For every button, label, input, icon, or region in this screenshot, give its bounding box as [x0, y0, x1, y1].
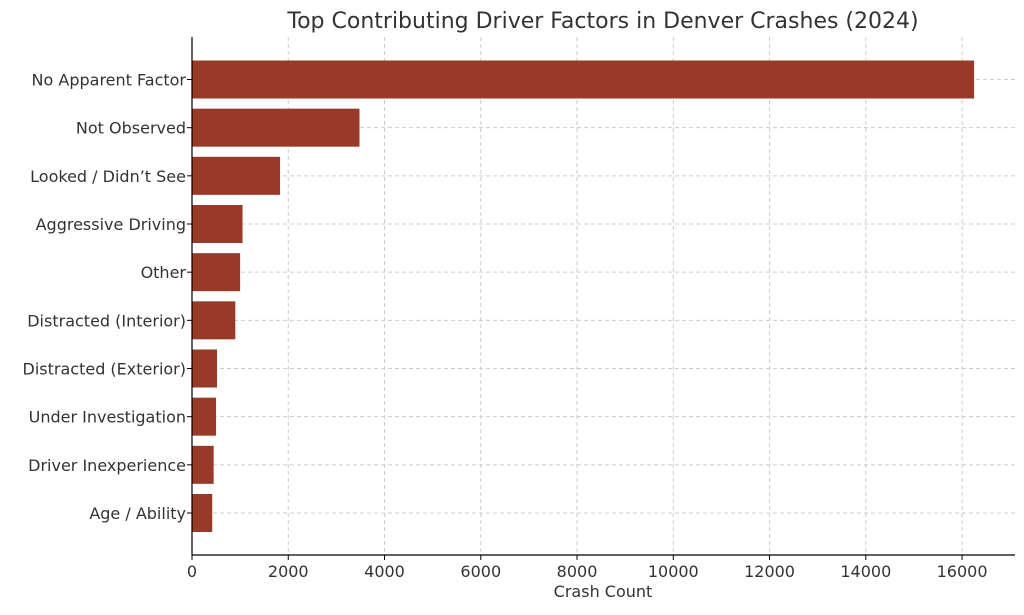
y-tick-label: No Apparent Factor: [32, 71, 187, 90]
x-tick-label: 14000: [840, 562, 891, 581]
y-tick-label: Not Observed: [76, 119, 186, 138]
bars: [192, 60, 975, 532]
y-tick-label: Distracted (Interior): [27, 311, 186, 330]
bar: [192, 494, 213, 532]
bar: [192, 205, 243, 243]
y-tick-label: Looked / Didn’t See: [30, 167, 186, 186]
bar: [192, 60, 975, 99]
y-tick-label: Under Investigation: [29, 408, 186, 427]
y-tick-label: Aggressive Driving: [36, 215, 186, 234]
axes: [187, 37, 1015, 560]
y-tick-label: Distracted (Exterior): [23, 360, 186, 379]
bar: [192, 349, 218, 388]
tick-labels: 0 2000 4000 6000 8000 10000 12000 14000 16000 No …: [23, 71, 988, 582]
bar: [192, 108, 360, 147]
x-tick-label: 12000: [744, 562, 795, 581]
bar: [192, 301, 236, 340]
bar: [192, 253, 241, 292]
x-tick-label: 2000: [268, 562, 309, 581]
y-tick-label: Driver Inexperience: [28, 456, 186, 475]
y-tick-label: Age / Ability: [89, 504, 186, 523]
y-tick-label: Other: [141, 263, 187, 282]
bar: [192, 397, 217, 436]
x-tick-label: 8000: [557, 562, 598, 581]
x-tick-label: 16000: [937, 562, 988, 581]
x-tick-label: 4000: [364, 562, 405, 581]
x-tick-label: 6000: [460, 562, 501, 581]
x-tick-label: 10000: [648, 562, 699, 581]
chart-title: Top Contributing Driver Factors in Denve…: [286, 9, 918, 34]
x-axis-label: Crash Count: [554, 582, 653, 601]
bar: [192, 445, 214, 484]
x-tick-label: 0: [187, 562, 197, 581]
bar: [192, 156, 281, 195]
